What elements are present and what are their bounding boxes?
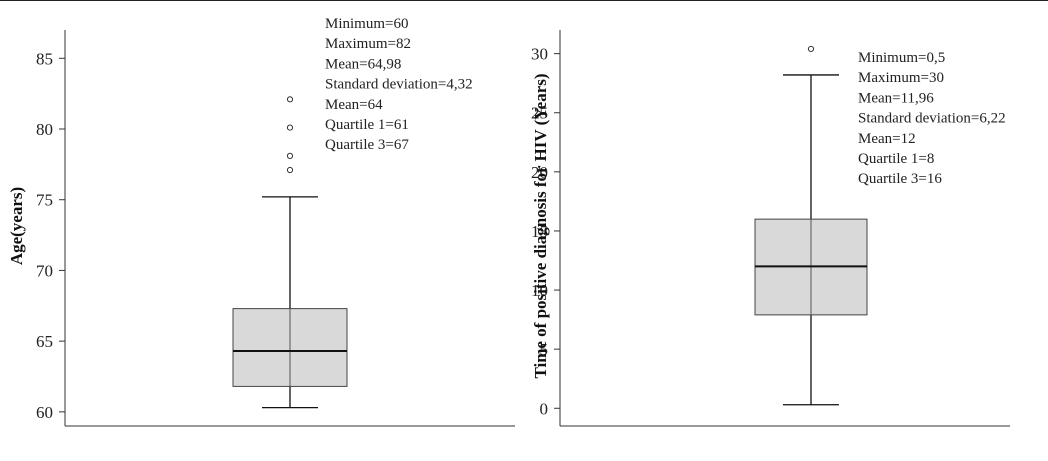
age-y-tick-label: 65 <box>36 332 53 351</box>
age-stat-line: Standard deviation=4,32 <box>325 77 473 93</box>
hiv-y-tick-label: 30 <box>531 45 548 64</box>
hiv-y-tick-label: 20 <box>531 163 548 182</box>
age-y-tick-label: 75 <box>36 191 53 210</box>
age-stat-line: Quartile 3=67 <box>325 137 409 153</box>
age-y-tick-label: 60 <box>36 403 53 422</box>
hiv-stats-annotation: Minimum=0,5 Maximum=30 Mean=11,96 Standard … <box>858 50 1006 187</box>
hiv-stat-line: Minimum=0,5 <box>858 50 945 66</box>
age-stat-line: Mean=64,98 <box>325 56 401 72</box>
hiv-stat-line: Standard deviation=6,22 <box>858 111 1006 127</box>
age-outlier-point <box>286 152 294 159</box>
hiv-box-elements <box>754 45 868 406</box>
age-stat-line: Quartile 1=61 <box>325 117 409 133</box>
age-y-tick-label: 85 <box>36 49 53 68</box>
hiv-y-tick-label: 5 <box>540 340 549 359</box>
age-outlier-point <box>286 96 294 103</box>
age-stat-line: Maximum=82 <box>325 36 411 52</box>
hiv-y-ticks: 0 5 10 15 20 25 30 <box>531 45 560 418</box>
hiv-y-tick-label: 25 <box>531 104 548 123</box>
age-outlier-point <box>286 166 294 174</box>
hiv-stat-line: Quartile 1=8 <box>858 151 934 167</box>
hiv-stat-line: Maximum=30 <box>858 70 944 86</box>
hiv-time-boxplot: 0 5 10 15 20 25 30 Time of positive diagnosis … <box>531 30 1010 427</box>
hiv-y-tick-label: 0 <box>540 399 549 418</box>
hiv-stat-line: Quartile 3=16 <box>858 171 942 187</box>
age-y-tick-label: 80 <box>36 120 53 139</box>
age-boxplot: 60 65 70 75 80 85 Age(years) Minimum=60 Maximu… <box>7 16 515 427</box>
hiv-y-tick-label: 15 <box>531 222 548 241</box>
age-outlier-point <box>286 124 294 131</box>
hiv-y-axis-label: Time of positive diagnosis for HIV (Year… <box>531 73 550 378</box>
hiv-stat-line: Mean=12 <box>858 131 916 147</box>
age-y-axis-label: Age(years) <box>7 187 26 265</box>
age-box-elements <box>232 96 348 409</box>
age-y-ticks: 60 65 70 75 80 85 <box>36 49 65 422</box>
hiv-y-tick-label: 10 <box>531 281 548 300</box>
age-y-tick-label: 70 <box>36 261 53 280</box>
age-stat-line: Mean=64 <box>325 97 383 113</box>
hiv-outlier-point <box>807 45 815 53</box>
age-stat-line: Minimum=60 <box>325 16 408 32</box>
age-stats-annotation: Minimum=60 Maximum=82 Mean=64,98 Standard d… <box>325 16 473 153</box>
hiv-stat-line: Mean=11,96 <box>858 90 934 106</box>
